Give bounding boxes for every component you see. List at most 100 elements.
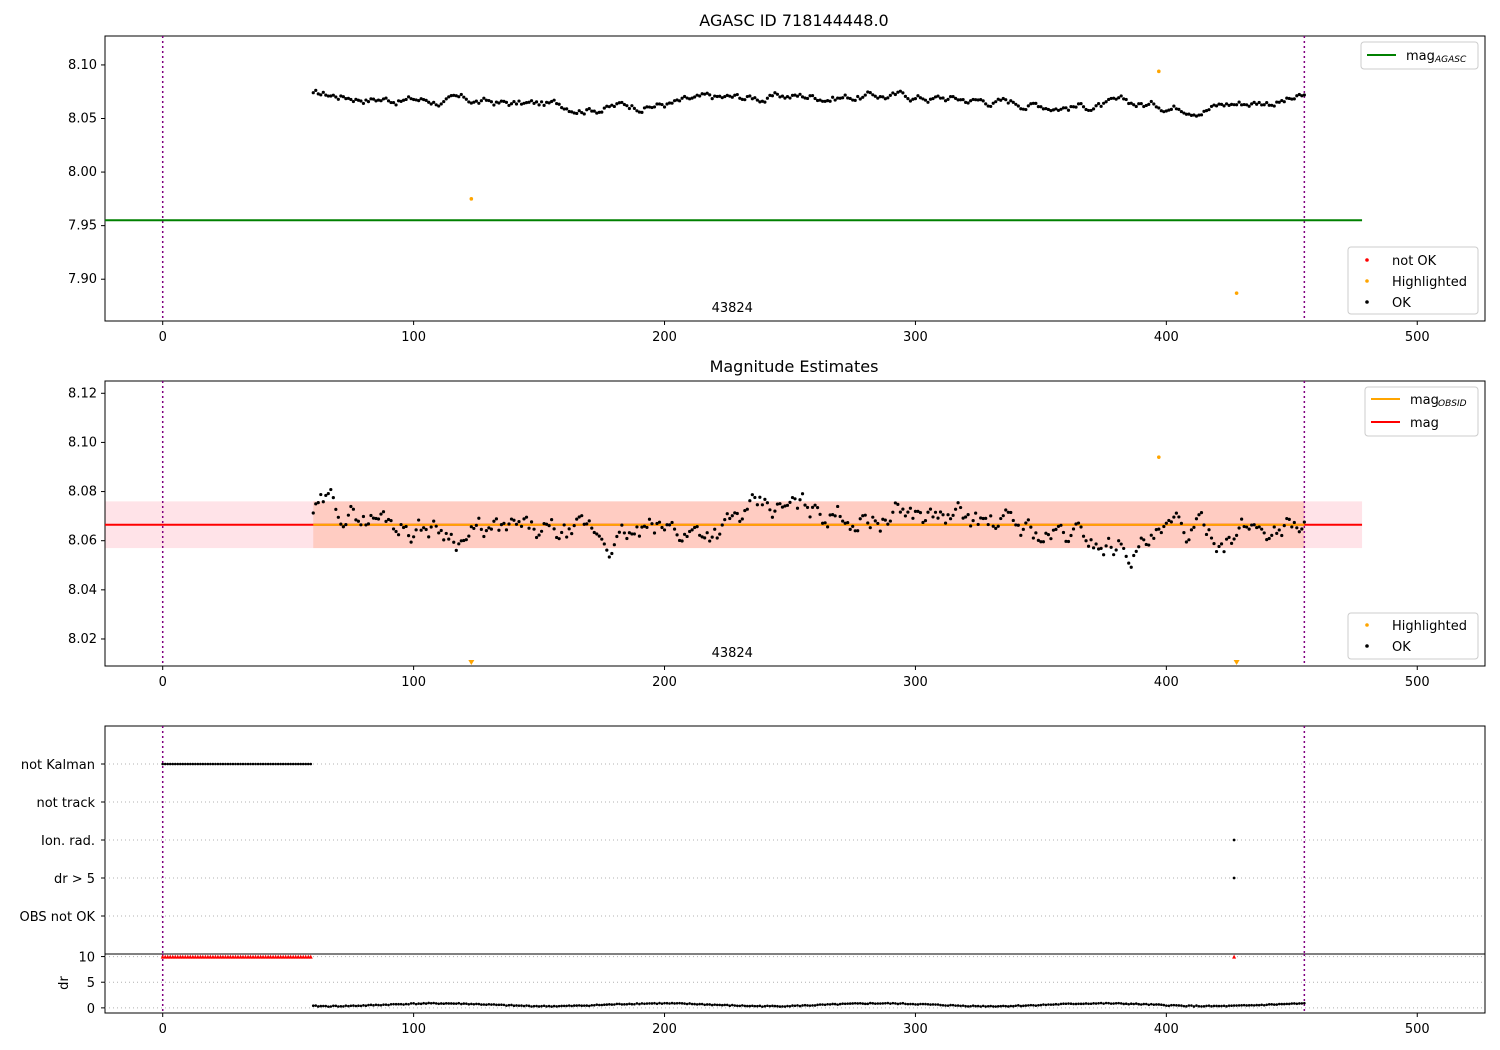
ok-point	[379, 512, 383, 516]
ok-point	[1041, 107, 1045, 111]
ok-point	[981, 99, 985, 103]
ok-point	[587, 519, 591, 523]
ok-point	[803, 503, 807, 507]
ok-point	[444, 97, 448, 101]
dr-point	[454, 1002, 458, 1005]
ok-point	[552, 527, 556, 531]
dr-point	[665, 1001, 669, 1005]
ok-point	[1036, 105, 1040, 109]
ok-point	[1124, 97, 1128, 102]
ok-point	[728, 94, 732, 98]
ok-point	[474, 99, 478, 103]
dr-point	[357, 1004, 360, 1008]
ok-point	[572, 524, 576, 528]
ok-point	[622, 531, 626, 535]
capped-dr-marker	[283, 954, 288, 959]
dr-point	[422, 1001, 425, 1005]
dr-point	[525, 1004, 528, 1007]
dr-point	[1160, 1003, 1163, 1006]
ok-point	[590, 109, 594, 113]
dr-point	[319, 1004, 323, 1008]
ok-point	[424, 527, 428, 532]
ok-point	[650, 522, 654, 526]
dr-point	[1277, 1002, 1281, 1006]
flag-point	[221, 762, 225, 766]
ok-point	[1297, 530, 1301, 534]
ok-point	[484, 528, 488, 533]
ok-point	[359, 99, 363, 103]
ok-point	[557, 102, 561, 106]
dr-point	[1112, 1002, 1115, 1005]
dr-point	[1240, 1004, 1243, 1007]
ok-point	[630, 104, 634, 108]
dr-point	[904, 1002, 907, 1006]
flag-point	[189, 762, 192, 766]
ok-point	[324, 493, 328, 498]
ok-point	[735, 92, 739, 97]
dr-point	[949, 1003, 952, 1007]
ok-point	[1217, 102, 1221, 106]
ok-point	[399, 99, 403, 104]
ok-point	[984, 102, 988, 106]
flag-category-label: dr > 5	[54, 872, 95, 887]
ok-point	[607, 105, 611, 109]
capped-dr-marker	[286, 954, 291, 959]
dr-point	[560, 1004, 563, 1008]
ok-point	[981, 516, 985, 521]
ok-point	[858, 97, 862, 101]
dr-point	[1245, 1004, 1248, 1007]
ok-point	[680, 539, 684, 543]
ok-point	[640, 525, 644, 529]
ok-point	[986, 522, 990, 527]
ok-point	[1112, 96, 1116, 100]
ok-point	[346, 513, 350, 517]
ok-point	[580, 514, 584, 518]
flag-point	[261, 762, 265, 766]
ok-point	[1094, 104, 1098, 108]
ok-point	[474, 523, 478, 527]
ok-point	[572, 111, 576, 115]
ok-point	[923, 98, 928, 102]
ok-point	[1237, 100, 1241, 104]
ok-point	[946, 513, 950, 517]
flag-point	[168, 762, 172, 766]
ok-point	[728, 516, 732, 521]
ok-point	[487, 526, 491, 530]
ok-point	[713, 527, 717, 531]
x-tick-label: 500	[1405, 330, 1430, 345]
x-tick-label: 500	[1405, 1022, 1430, 1037]
ok-point	[989, 104, 993, 109]
ok-point	[705, 91, 709, 95]
dr-point	[552, 1004, 556, 1008]
ok-point	[620, 100, 624, 105]
flag-category-label: not Kalman	[21, 758, 95, 773]
capped-dr-marker	[291, 954, 296, 959]
dr-point	[853, 1001, 857, 1005]
dr-point	[427, 1001, 430, 1005]
ok-point	[1235, 533, 1239, 537]
dr-point	[392, 1002, 395, 1006]
dr-point	[444, 1002, 448, 1005]
ok-point	[1122, 546, 1126, 551]
dr-point	[572, 1004, 576, 1007]
y-tick-label: 0	[87, 1002, 95, 1017]
dr-point	[1200, 1005, 1203, 1008]
dr-point	[741, 1004, 744, 1007]
dr-point	[397, 1002, 400, 1006]
flag-point	[279, 762, 282, 766]
dr-point	[510, 1003, 513, 1007]
x-tick-label: 100	[401, 330, 426, 345]
dr-point	[1187, 1004, 1191, 1007]
capped-dr-marker	[296, 954, 301, 959]
ok-point	[1066, 108, 1071, 112]
ok-point	[969, 99, 973, 103]
ok-point	[723, 518, 727, 522]
ok-point	[512, 518, 516, 522]
dr-point	[1280, 1002, 1284, 1006]
flag-point	[236, 762, 240, 766]
ok-point	[547, 101, 551, 105]
ok-point	[873, 519, 877, 523]
flag-point	[239, 762, 242, 766]
dr-point	[615, 1002, 619, 1006]
legend-label: Highlighted	[1392, 275, 1467, 290]
